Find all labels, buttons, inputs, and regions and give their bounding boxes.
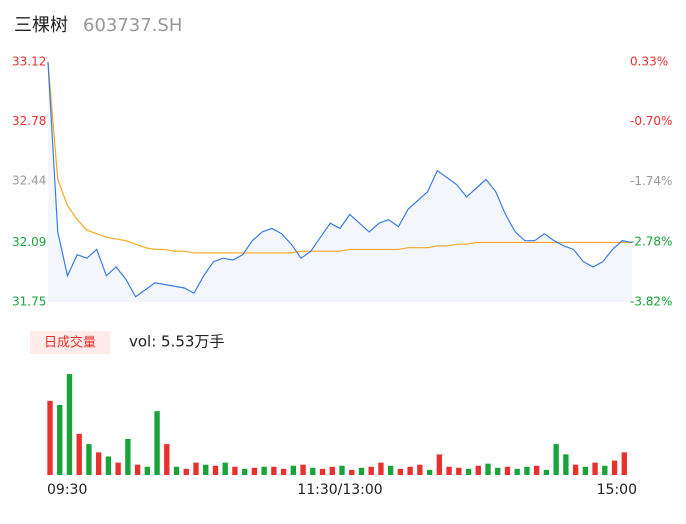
x-tick-label: 15:00 — [597, 482, 637, 498]
volume-bar — [611, 460, 618, 475]
volume-bar — [446, 466, 452, 475]
volume-bar — [426, 469, 433, 475]
volume-bar — [300, 464, 306, 475]
volume-bar — [572, 464, 579, 475]
volume-bar — [621, 452, 627, 475]
y-tick-label: 31.75 — [12, 295, 46, 309]
y-tick-label: 32.78 — [12, 114, 46, 128]
y-tick-label: 32.44 — [12, 174, 46, 188]
price-area — [48, 62, 632, 302]
volume-tag-bg — [30, 331, 110, 354]
volume-bar — [241, 468, 248, 475]
stock-name: 三棵树 — [14, 15, 68, 36]
y-tick-label: 32.09 — [12, 235, 46, 249]
volume-bar — [368, 466, 374, 475]
volume-bar — [125, 438, 131, 475]
volume-bar — [261, 466, 267, 475]
volume-bar — [397, 468, 404, 475]
volume-bar — [592, 462, 598, 475]
volume-bar — [47, 400, 53, 475]
stock-code: 603737.SH — [83, 15, 182, 36]
y2-tick-label: 0.33% — [630, 55, 668, 69]
volume-bar — [378, 462, 384, 475]
volume-bar — [417, 464, 423, 475]
volume-bar — [271, 466, 277, 475]
volume-bar — [563, 454, 569, 475]
volume-bar — [310, 467, 316, 475]
volume-bar — [387, 465, 394, 475]
volume-bar — [193, 462, 199, 475]
volume-bar — [358, 467, 365, 475]
volume-bar — [329, 466, 335, 475]
volume-text: vol: 5.53万手 — [129, 333, 224, 351]
volume-bar — [504, 466, 511, 475]
volume-bar — [212, 465, 219, 475]
volume-bar — [95, 452, 102, 475]
volume-bar — [232, 466, 238, 475]
volume-bar — [602, 465, 608, 475]
volume-bar — [76, 433, 82, 475]
volume-bar — [144, 466, 151, 475]
volume-tag: 日成交量 — [44, 335, 96, 351]
volume-bar — [456, 467, 462, 475]
volume-bar — [553, 444, 559, 475]
volume-bar — [280, 468, 287, 475]
volume-bar — [251, 467, 258, 475]
volume-bar — [115, 462, 121, 475]
volume-bar — [222, 462, 228, 475]
volume-bar — [57, 404, 63, 475]
volume-bar — [465, 468, 472, 475]
volume-bar — [514, 468, 520, 475]
volume-bar — [349, 469, 355, 475]
volume-bar — [582, 466, 589, 475]
volume-bar — [339, 465, 345, 475]
volume-bar — [66, 374, 73, 475]
volume-bar — [436, 454, 443, 475]
volume-bar — [485, 463, 491, 475]
price-line — [47, 61, 633, 298]
x-tick-label: 09:30 — [47, 482, 87, 498]
y-tick-label: 33.12 — [12, 55, 46, 69]
average-line — [47, 61, 632, 254]
y2-tick-label: -0.70% — [630, 114, 672, 128]
volume-bar — [134, 464, 141, 475]
volume-bar — [524, 466, 530, 475]
volume-bar — [183, 468, 189, 475]
volume-bar — [86, 444, 92, 475]
volume-bar — [154, 411, 160, 475]
volume-bar — [203, 464, 209, 475]
y2-tick-label: -1.74% — [630, 174, 672, 188]
y2-tick-label: -3.82% — [630, 295, 672, 309]
volume-bar — [105, 456, 112, 475]
volume-bar — [319, 468, 326, 475]
volume-bar — [475, 465, 481, 475]
y2-tick-label: -2.78% — [630, 234, 672, 248]
volume-bar — [173, 466, 180, 475]
volume-bar — [533, 465, 540, 475]
volume-bar — [290, 465, 297, 475]
volume-bar — [543, 469, 550, 475]
x-tick-label: 11:30/13:00 — [297, 482, 382, 498]
volume-bar — [164, 444, 170, 475]
volume-bar — [407, 466, 413, 475]
volume-bar — [495, 467, 501, 475]
